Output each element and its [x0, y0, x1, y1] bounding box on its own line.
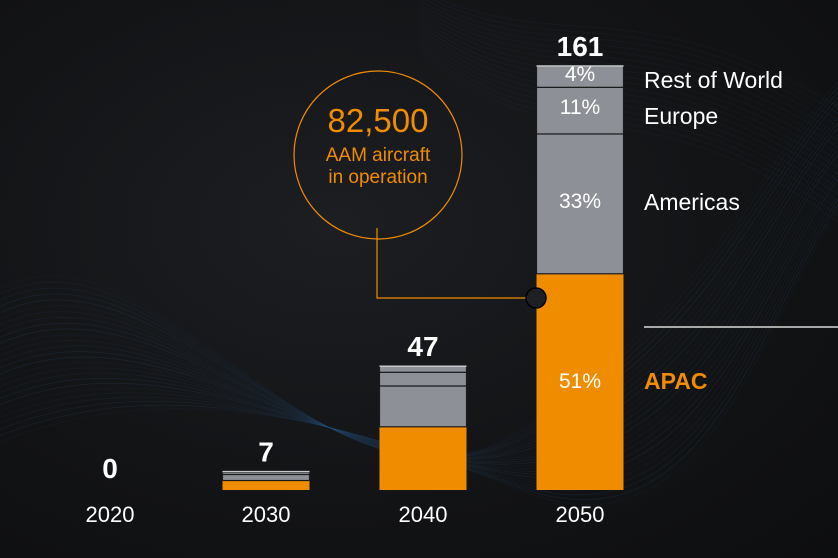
legend-label-europe: Europe	[644, 103, 718, 129]
mesh-wave-line	[0, 193, 838, 491]
mesh-wave-line	[0, 101, 838, 459]
mesh-wave-line	[0, 111, 838, 459]
bar-segment-2030-americas	[221, 473, 311, 482]
mesh-wave-line	[0, 147, 838, 464]
mesh-wave-line	[0, 168, 838, 472]
category-label-2020: 2020	[86, 502, 135, 527]
mesh-wave-line	[0, 132, 838, 461]
bar-group	[221, 65, 625, 490]
segment-label-europe: 11%	[560, 96, 600, 119]
mesh-wave-line	[0, 158, 838, 467]
total-label-2050: 161	[557, 31, 604, 62]
bar-segment-2050-apac	[536, 273, 624, 490]
background-mesh-decoration	[0, 0, 838, 505]
mesh-wave-line	[0, 209, 838, 505]
total-label-2030: 7	[258, 437, 274, 468]
mesh-wave-line	[432, 0, 838, 114]
mesh-wave-line	[0, 163, 838, 469]
callout-line-1: AAM aircraft	[326, 145, 431, 166]
category-labels: 2020 2030 2040 2050	[86, 502, 605, 527]
bar-segment-2040-apac	[379, 426, 467, 490]
segment-label-apac: 51%	[559, 370, 601, 393]
mesh-wave-line	[0, 127, 838, 460]
mesh-wave-line	[0, 188, 838, 487]
callout-connector-line	[376, 228, 536, 299]
category-label-2050: 2050	[556, 502, 605, 527]
total-label-2040: 47	[407, 331, 438, 362]
callout-value: 82,500	[328, 102, 429, 139]
mesh-wave-line	[419, 10, 838, 148]
segment-label-rest-of-world: 4%	[565, 63, 595, 86]
mesh-wave-line	[0, 122, 838, 460]
mesh-wave-line	[419, 3, 838, 135]
mesh-wave-line	[419, 0, 838, 128]
mesh-wave-line	[419, 24, 838, 176]
mesh-wave-line	[0, 199, 838, 496]
mesh-wave-line	[424, 0, 838, 121]
mesh-wave-line	[0, 91, 838, 458]
mesh-wave-line	[0, 81, 838, 458]
total-labels: 0 7 47 161	[102, 31, 603, 484]
mesh-wave-line	[0, 173, 838, 475]
mesh-wave-line	[0, 96, 838, 459]
mesh-wave-line	[0, 142, 838, 462]
category-label-2030: 2030	[242, 502, 291, 527]
mesh-wave-line	[441, 0, 838, 108]
mesh-wave-line	[0, 106, 838, 459]
bar-segment-2040-rest-of-world	[378, 365, 468, 373]
mesh-wave-line	[0, 86, 838, 458]
legend-label-apac: APAC	[644, 368, 707, 394]
category-label-2040: 2040	[399, 502, 448, 527]
bar-segment-2040-americas	[378, 385, 468, 428]
mesh-wave-line	[0, 204, 838, 501]
bar-segment-2030-apac	[222, 480, 310, 490]
mesh-wave-line	[419, 35, 838, 196]
callout-line-2: in operation	[328, 167, 427, 188]
segment-label-americas: 33%	[559, 190, 601, 213]
mesh-wave-line	[0, 117, 838, 459]
mesh-wave-line	[0, 178, 838, 479]
legend-label-americas: Americas	[644, 189, 740, 215]
bar-segment-2040-europe	[378, 371, 468, 387]
total-label-2020: 0	[102, 453, 118, 484]
mesh-wave-line	[419, 7, 838, 142]
mesh-wave-line	[0, 152, 838, 465]
mesh-wave-line	[419, 21, 838, 169]
mesh-wave-line	[0, 137, 838, 462]
callout-anchor-dot	[525, 287, 547, 309]
mesh-wave-line	[0, 183, 838, 483]
callout-circle	[293, 70, 463, 240]
legend-label-rest-of-world: Rest of World	[644, 67, 783, 93]
